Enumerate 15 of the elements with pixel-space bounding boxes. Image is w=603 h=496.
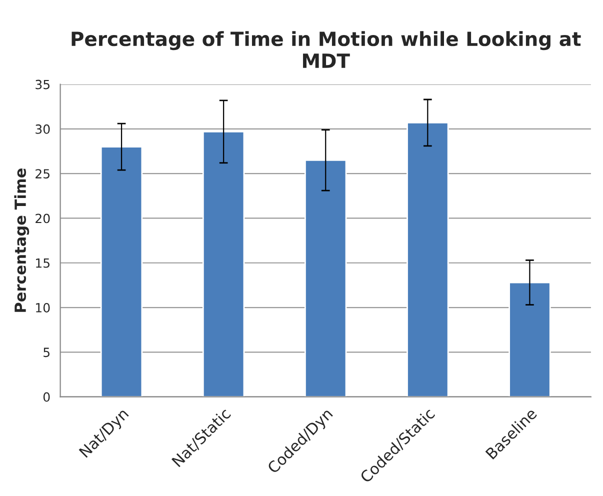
y-tick-label: 0 <box>43 392 50 402</box>
y-tick-label: 15 <box>36 258 50 268</box>
bar <box>406 122 449 397</box>
y-tick-label: 25 <box>36 169 50 179</box>
bar <box>508 282 551 397</box>
bar <box>304 160 347 397</box>
bar <box>100 146 143 397</box>
y-tick-label: 35 <box>36 80 50 90</box>
y-tick-label: 5 <box>44 348 50 358</box>
chart-title: Percentage of Time in Motion while Looking at MDT <box>72 31 581 68</box>
y-axis-title: Percentage Time <box>14 168 30 312</box>
bar <box>202 130 245 397</box>
y-tick-label: 30 <box>36 124 50 134</box>
y-tick-label: 20 <box>36 214 50 224</box>
y-tick-label: 10 <box>36 302 50 312</box>
